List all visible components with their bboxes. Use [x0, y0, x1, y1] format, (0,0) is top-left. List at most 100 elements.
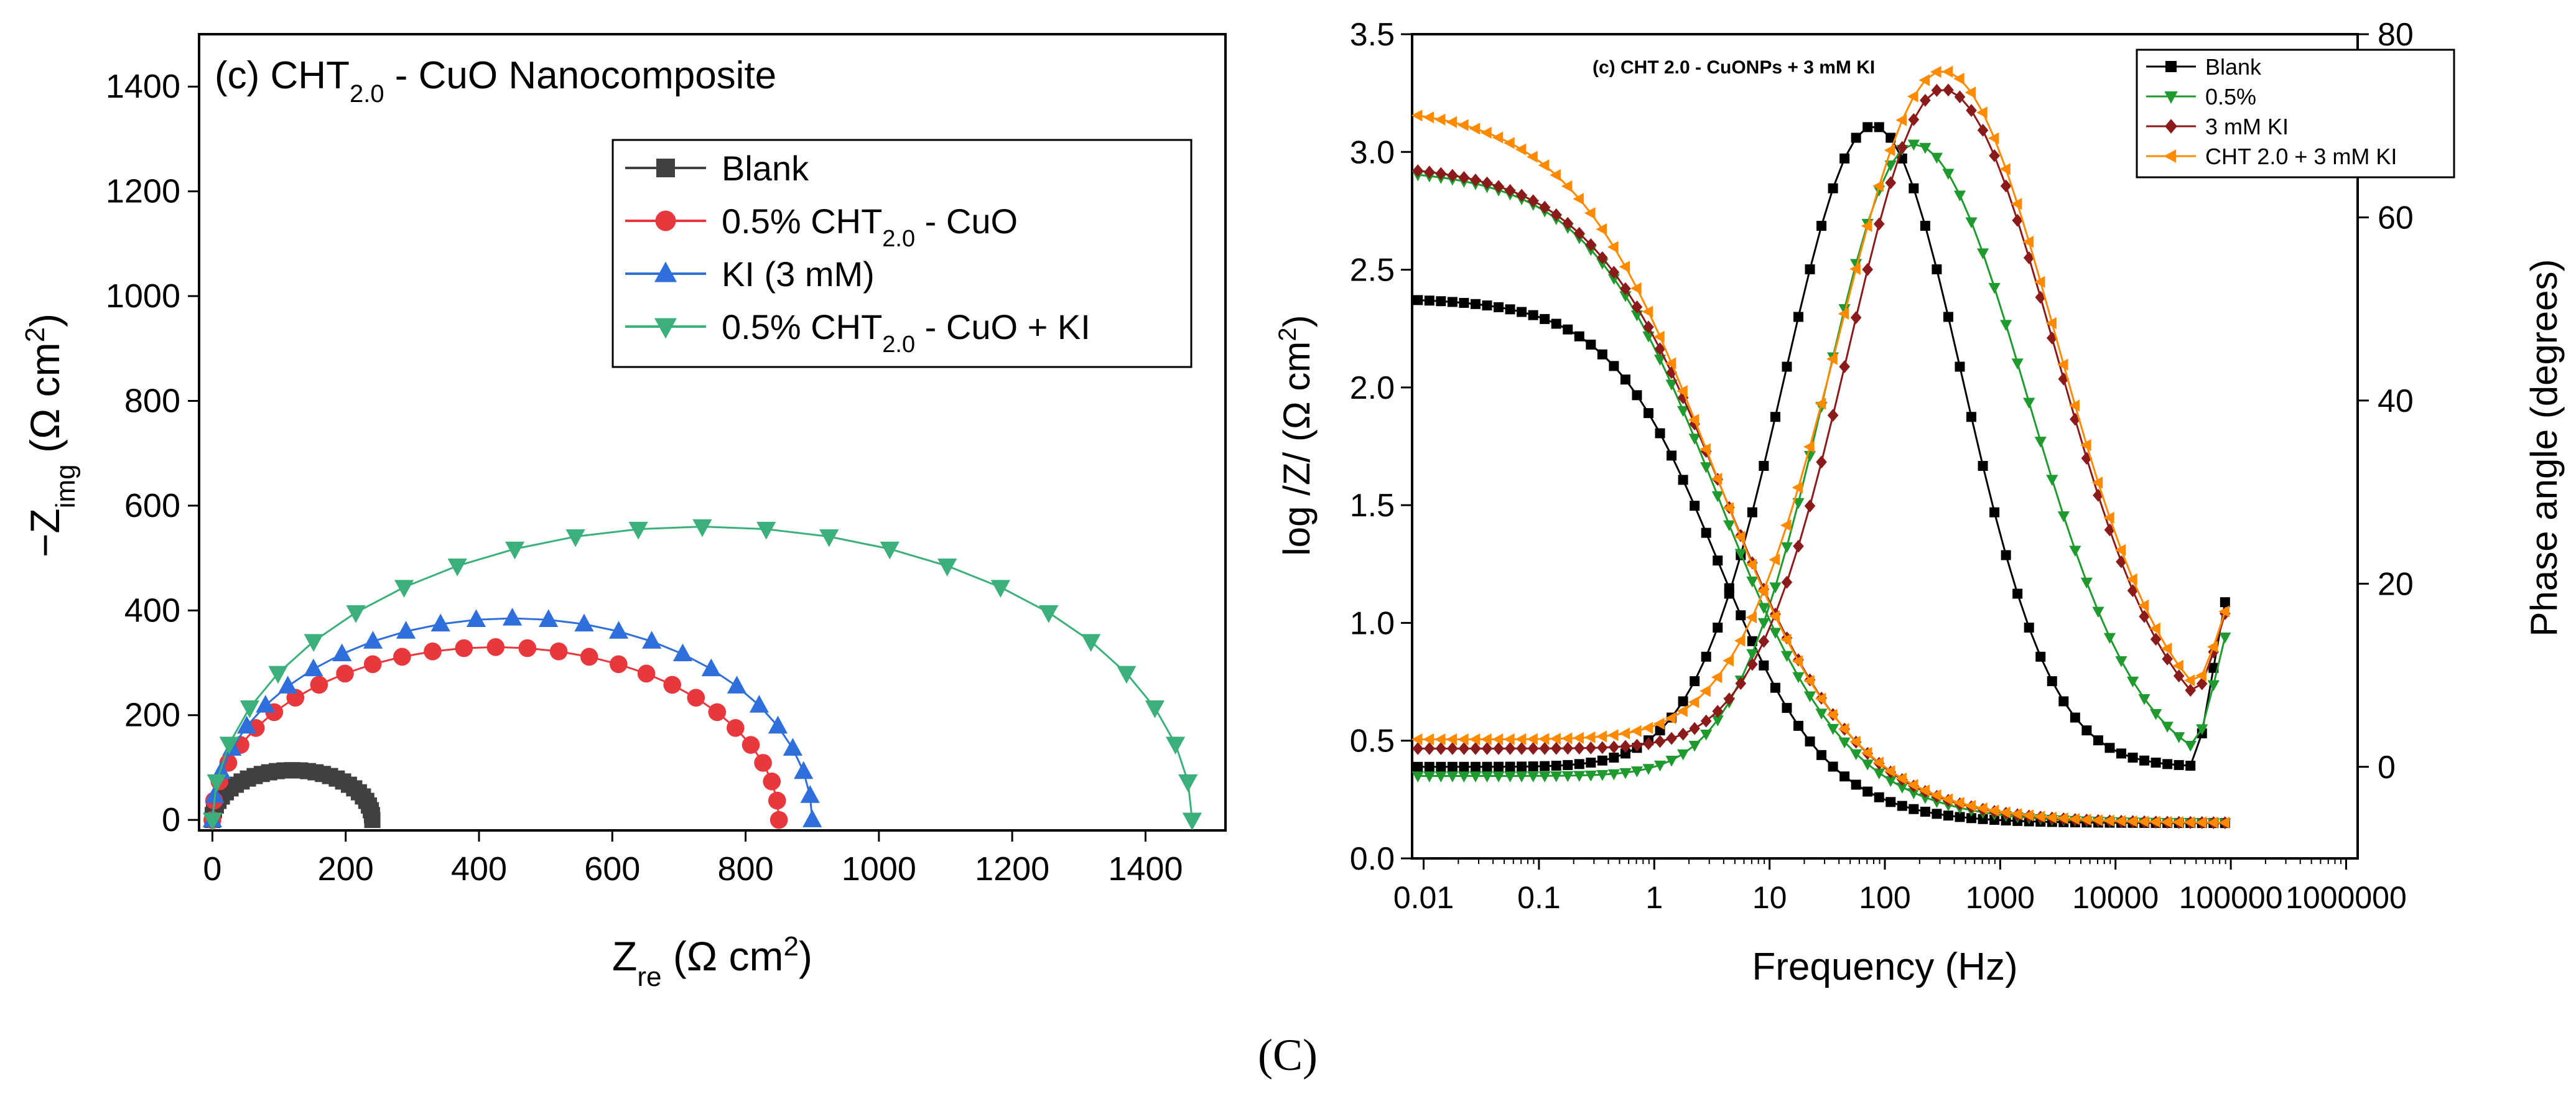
bode-phase-point: [1678, 696, 1688, 707]
bode-phase-point: [1930, 65, 1941, 78]
bode-phase-point: [1435, 741, 1447, 755]
bode-phase-point: [1458, 741, 1470, 755]
bode-modulus-point: [1747, 636, 1757, 646]
bode-modulus-point: [1886, 797, 1896, 807]
bode-phase-point: [1563, 760, 1573, 770]
bode-modulus-point: [2160, 815, 2172, 829]
bode-x-tick-label: 1000000: [2285, 880, 2407, 915]
nyquist-title: (c) CHT2.0 - CuO Nanocomposite: [215, 54, 776, 108]
bode-phase-point: [2091, 476, 2103, 489]
bode-modulus-point: [1816, 750, 1827, 760]
bode-modulus-point: [1642, 305, 1653, 318]
bode-phase-point: [1943, 312, 1953, 322]
bode-modulus-point: [1515, 143, 1527, 156]
bode-phase-point: [1873, 217, 1885, 231]
bode-modulus-point: [1644, 408, 1653, 419]
bode-phase-point: [2000, 179, 2012, 193]
bode-modulus-point: [1955, 812, 1965, 822]
bode-phase-point: [1828, 183, 1838, 193]
bode-phase-point: [1494, 761, 1504, 772]
nyquist-data-point: [549, 642, 568, 661]
bode-phase-point: [1895, 114, 1907, 126]
bode-modulus-point: [1550, 208, 1562, 221]
bode-phase-point: [2092, 606, 2104, 618]
bode-x-tick-label: 0.01: [1393, 880, 1454, 915]
nyquist-data-point: [539, 609, 559, 628]
bode-phase-point: [1413, 761, 1423, 772]
bode-phase-point: [1920, 221, 1930, 231]
bode-modulus-point: [1550, 169, 1561, 182]
nyquist-data-point: [310, 676, 328, 694]
bode-modulus-point: [2114, 815, 2126, 827]
bode-modulus-point: [1909, 804, 1919, 814]
bode-phase-point: [2069, 546, 2081, 557]
nyquist-data-point: [574, 613, 594, 632]
legend-label: CHT 2.0 + 3 mM KI: [2205, 144, 2397, 169]
bode-phase-point: [1607, 769, 1620, 781]
bode-phase-point: [1781, 575, 1793, 589]
bode-phase-point: [1908, 113, 1920, 126]
bode-phase-point: [1492, 771, 1505, 783]
bode-phase-point: [2196, 677, 2208, 690]
legend-label: Blank: [722, 149, 809, 188]
bode-phase-point: [1793, 312, 1803, 322]
legend-marker: [2164, 149, 2177, 163]
bode-phase-point: [1515, 733, 1527, 745]
nyquist-x-tick-label: 800: [718, 850, 774, 888]
bode-modulus-point: [1792, 672, 1805, 684]
bode-y-tick-label: 0.5: [1350, 723, 1395, 760]
bode-modulus-point: [1734, 531, 1746, 543]
nyquist-data-point: [580, 648, 598, 666]
bode-phase-point: [2011, 358, 2024, 369]
bode-modulus-point: [1458, 119, 1469, 131]
bode-modulus-point: [1481, 176, 1493, 190]
bode-modulus-point: [1528, 310, 1538, 320]
bode-y2label: Phase angle (degrees): [2523, 259, 2565, 636]
bode-phase-point: [1676, 705, 1688, 717]
nyquist-plot-frame: [198, 33, 1227, 832]
bode-phase-point: [2151, 758, 2161, 768]
bode-phase-point: [1458, 733, 1469, 746]
bode-modulus-point: [1769, 628, 1782, 639]
bode-modulus-point: [1434, 113, 1446, 126]
legend-marker: [655, 210, 676, 231]
nyquist-series-line: [211, 646, 780, 820]
bode-y-tick-label: 2.5: [1350, 253, 1395, 289]
nyquist-data-point: [237, 715, 257, 734]
bode-phase-point: [1954, 90, 1966, 104]
bode-phase-point: [1677, 749, 1690, 761]
bode-modulus-point: [1653, 330, 1665, 343]
legend-label: KI (3 mM): [722, 254, 875, 294]
bode-phase-point: [1955, 361, 1965, 372]
bode-phase-point: [1492, 733, 1504, 746]
bode-modulus-point: [1654, 342, 1666, 356]
bode-phase-point: [1816, 221, 1827, 231]
nyquist-data-point: [268, 666, 288, 684]
bode-phase-point: [2185, 760, 2196, 771]
bode-phase-point: [1620, 740, 1631, 753]
nyquist-data-point: [396, 621, 416, 639]
bode-phase-point: [2196, 724, 2208, 736]
bode-modulus-point: [1828, 761, 1838, 772]
bode-phase-point: [2001, 550, 2011, 560]
bode-modulus-point: [1932, 809, 1942, 819]
bode-phase-point: [1517, 761, 1527, 772]
bode-phase-point: [2034, 276, 2045, 288]
bode-modulus-point: [1874, 792, 1884, 802]
bode-modulus-point: [1988, 804, 1999, 817]
bode-modulus-point: [1504, 184, 1516, 197]
nyquist-data-point: [768, 715, 788, 734]
bode-modulus-point: [1965, 799, 1976, 812]
nyquist-data-point: [1178, 774, 1198, 792]
nyquist-x-tick-label: 400: [451, 850, 507, 888]
bode-phase-point: [1446, 733, 1458, 746]
bode-phase-point: [1690, 676, 1700, 687]
bode-phase-point: [2058, 372, 2070, 386]
nyquist-data-point: [802, 809, 822, 827]
bode-phase-point: [1504, 733, 1515, 746]
bode-modulus-point: [1584, 207, 1596, 220]
bode-x-tick-label: 1: [1645, 880, 1663, 915]
bode-modulus-point: [1713, 555, 1723, 566]
bode-phase-point: [1838, 307, 1849, 320]
bode-modulus-point: [1573, 226, 1585, 240]
